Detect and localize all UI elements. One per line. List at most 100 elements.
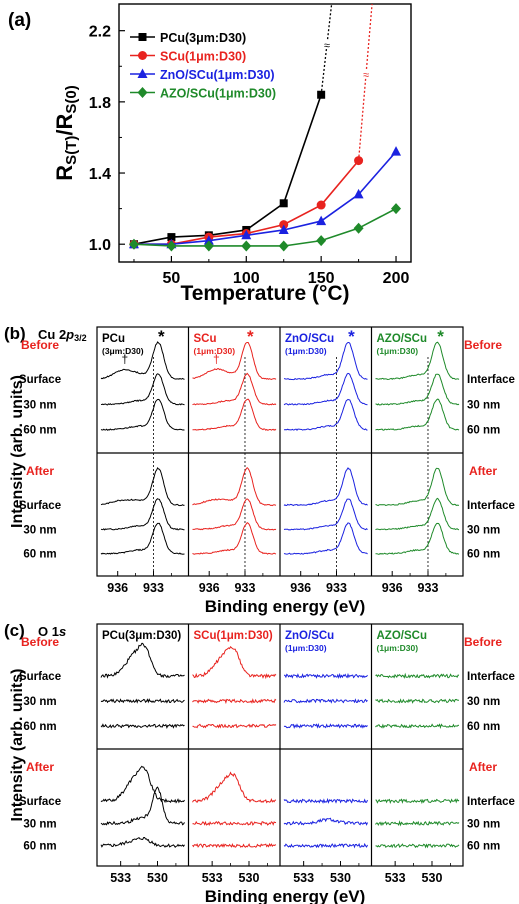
- row-label-right: 30 nm: [467, 524, 500, 536]
- row-label-left: 30 nm: [23, 696, 56, 708]
- spectrum-line: [100, 466, 185, 507]
- y-axis-label-part: /R: [52, 114, 77, 136]
- marker-diamond: [353, 222, 364, 234]
- row-label-left: 30 nm: [23, 818, 56, 830]
- row-label-right: Interface: [467, 671, 515, 683]
- y-axis-label-part: S(T): [63, 136, 80, 165]
- row-label-left: 30 nm: [23, 524, 56, 536]
- row-label-left: 60 nm: [23, 721, 56, 733]
- spectrum-line: [100, 642, 185, 679]
- marker-triangle: [241, 229, 252, 240]
- plot-frame-a: [118, 3, 412, 263]
- series-line: [133, 207, 397, 247]
- peak-star: *: [158, 327, 165, 346]
- group-label-right: Before: [464, 338, 502, 352]
- x-tick-label: 530: [422, 871, 443, 885]
- series-line: [133, 94, 322, 245]
- group-label-left: After: [26, 760, 54, 774]
- spectrum-line: [283, 698, 368, 704]
- row-label-right: Interface: [467, 500, 515, 512]
- spectrum-line: [192, 372, 277, 406]
- spectrum-line: [375, 798, 460, 805]
- spectrum-line: [192, 342, 277, 381]
- subtitle-part: O 1: [38, 624, 59, 639]
- axis-break-mark: ≈: [324, 40, 330, 52]
- break-mask: [322, 40, 331, 49]
- legend-label: AZO/SCu(1μm:D30): [160, 87, 276, 101]
- column-0: PCu(3μm:D30) 936 933 * †: [100, 327, 185, 595]
- row-label-right: 30 nm: [467, 818, 500, 830]
- row-label-right: 30 nm: [467, 399, 500, 411]
- row-label-right: Interface: [467, 374, 515, 386]
- peak-star: *: [348, 327, 355, 346]
- group-label-right: Before: [464, 635, 502, 649]
- marker-triangle: [203, 235, 214, 245]
- panel-a: (a) 50 100 150 200 1.0 1.4 1.8 2.2 Temperature (°…: [8, 3, 412, 305]
- spectrum-line: [283, 817, 368, 826]
- x-tick-label-a: 200: [383, 270, 410, 287]
- column-1: SCu(1μm:D30) 936 933 * †: [192, 327, 277, 595]
- row-label-left: Surface: [19, 374, 61, 386]
- column-0: PCu(3μm:D30) 533 530: [100, 630, 185, 885]
- marker-square: [279, 199, 288, 208]
- y-tick-label-a: 1.0: [89, 237, 111, 254]
- spectrum-line: [283, 842, 368, 849]
- legend-marker: [138, 33, 147, 41]
- spectrum-line: [375, 497, 460, 531]
- column-title: PCu: [102, 333, 125, 345]
- row-label-left: 60 nm: [23, 841, 56, 853]
- row-label-right: 60 nm: [467, 841, 500, 853]
- subtitle-part: s: [59, 624, 66, 639]
- legend-marker: [137, 68, 148, 78]
- series-extension: [320, 4, 333, 95]
- group-label-left: Before: [21, 338, 59, 352]
- x-tick-label: 533: [110, 871, 131, 885]
- x-tick-label-a: 50: [163, 270, 181, 287]
- x-tick-label: 533: [293, 871, 314, 885]
- group-label-right: After: [469, 760, 497, 774]
- x-tick-label: 933: [326, 581, 347, 595]
- x-tick-label: 933: [143, 581, 164, 595]
- spectrum-line: [283, 498, 368, 531]
- spectrum-line: [192, 466, 277, 507]
- marker-circle: [354, 156, 364, 166]
- legend-label: SCu(1μm:D30): [160, 50, 246, 64]
- spectrum-line: [375, 672, 460, 679]
- column-subtitle: (1μm:D30): [377, 643, 419, 653]
- row-label-right: 60 nm: [467, 721, 500, 733]
- spectrum-line: [100, 373, 185, 406]
- spectrum-line: [100, 837, 185, 848]
- y-axis-label-b: Intensity (arb. units): [9, 375, 26, 528]
- x-tick-label: 533: [202, 871, 223, 885]
- spectrum-line: [375, 698, 460, 704]
- spectrum-line: [192, 646, 277, 680]
- y-tick-label-a: 1.8: [89, 95, 111, 112]
- column-title: SCu(1μm:D30): [194, 630, 273, 642]
- spectrum-line: [192, 842, 277, 849]
- marker-square: [317, 90, 326, 99]
- spectrum-line: [192, 771, 277, 804]
- subtitle-part: p: [65, 327, 74, 342]
- x-tick-label: 530: [147, 871, 168, 885]
- panel-label-a: (a): [8, 10, 31, 31]
- column-3: AZO/SCu(1μm:D30) 936 933 *: [375, 327, 460, 595]
- spectrum-line: [100, 765, 185, 804]
- column-2: ZnO/SCu(1μm:D30) 936 933 *: [283, 327, 368, 595]
- legend-label: PCu(3μm:D30): [160, 31, 246, 45]
- row-label-right: 30 nm: [467, 696, 500, 708]
- spectrum-line: [283, 398, 368, 431]
- spectrum-line: [192, 522, 277, 555]
- spectrum-line: [100, 341, 185, 380]
- row-label-left: 60 nm: [23, 425, 56, 437]
- marker-diamond: [316, 235, 327, 247]
- x-tick-label: 530: [239, 871, 260, 885]
- row-label-right: 60 nm: [467, 549, 500, 561]
- marker-diamond: [203, 240, 214, 252]
- x-tick-label-a: 150: [308, 270, 335, 287]
- series-extension: [357, 4, 373, 161]
- spectrum-line: [283, 372, 368, 406]
- row-label-left: Surface: [19, 671, 61, 683]
- x-tick-label: 936: [107, 581, 128, 595]
- subtitle-part: 3/2: [74, 333, 87, 343]
